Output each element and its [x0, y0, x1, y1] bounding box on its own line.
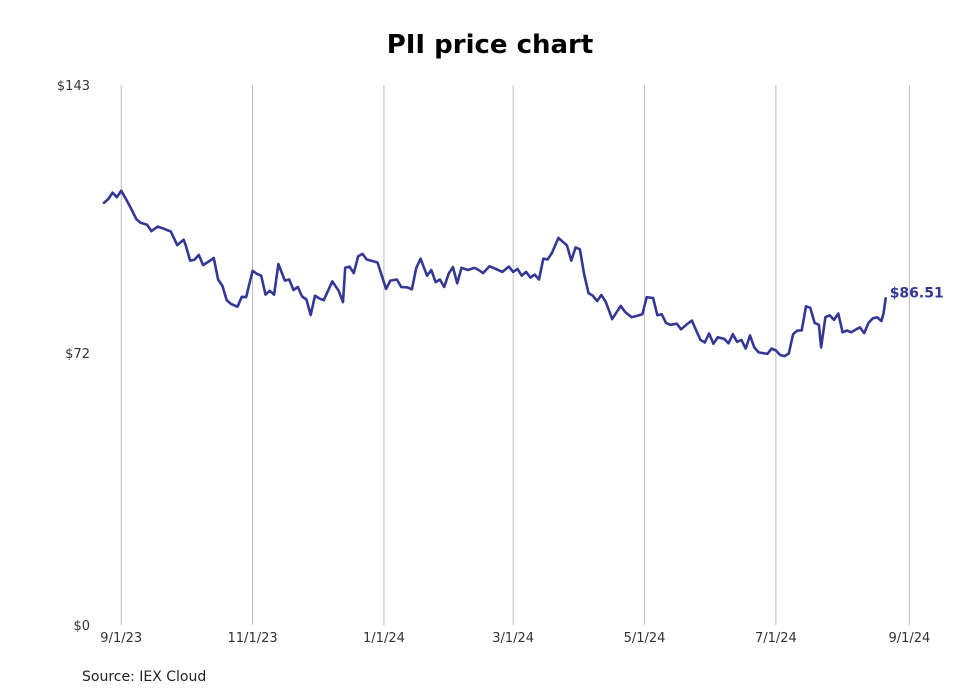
x-tick-label: 11/1/23 — [228, 631, 278, 646]
series-layer: $86.51 — [102, 189, 944, 358]
x-tick-label: 9/1/23 — [100, 631, 142, 646]
source-note: Source: IEX Cloud — [82, 669, 207, 685]
chart-title: PII price chart — [386, 30, 594, 60]
price-line — [102, 189, 887, 358]
y-tick-label: $0 — [73, 619, 90, 634]
x-axis-ticks: 9/1/23 11/1/23 1/1/24 3/1/24 5/1/24 7/1/24 9/1… — [100, 631, 930, 646]
x-tick-label: 3/1/24 — [492, 631, 534, 646]
last-price-label: $86.51 — [890, 285, 944, 301]
y-axis-ticks: $0 $72 $143 — [57, 79, 90, 634]
x-tick-label: 9/1/24 — [888, 631, 930, 646]
gridlines — [120, 85, 910, 625]
x-tick-label: 5/1/24 — [624, 631, 666, 646]
y-tick-label: $143 — [57, 79, 90, 94]
x-tick-label: 7/1/24 — [755, 631, 797, 646]
y-tick-label: $72 — [65, 347, 90, 362]
x-tick-label: 1/1/24 — [363, 631, 405, 646]
